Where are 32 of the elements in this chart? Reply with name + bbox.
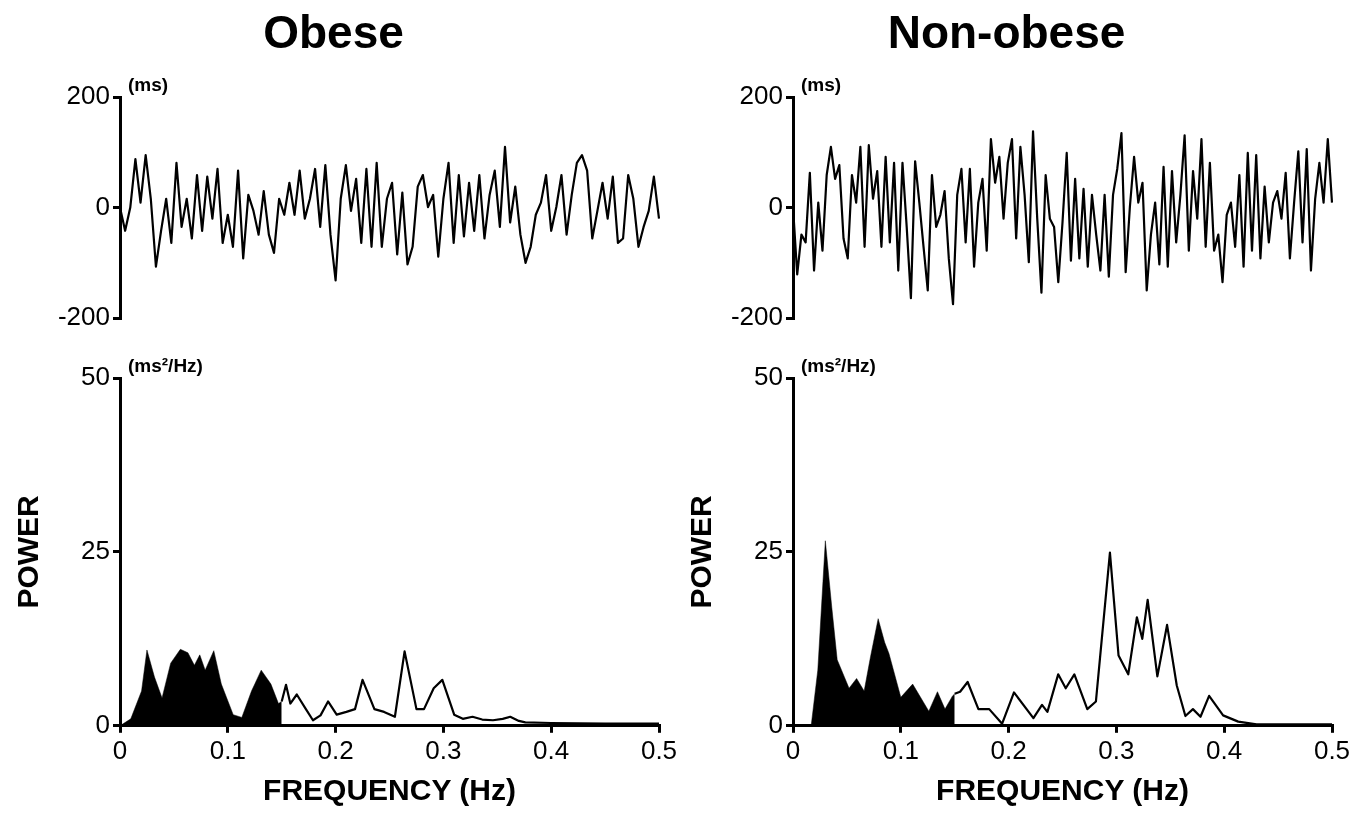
x-tick-label: 0.2 (990, 734, 1027, 765)
text: (ms²/Hz) (128, 354, 203, 376)
y-tick-label: 0 (768, 708, 783, 739)
x-tick-label: 0.3 (425, 734, 462, 765)
x-tick-label: 0.4 (1206, 734, 1243, 765)
text: (ms²/Hz) (801, 354, 876, 376)
y-tick-label: 0 (768, 190, 783, 221)
y-tick-label: -200 (57, 301, 110, 332)
x-axis-title: FREQUENCY (Hz) (936, 773, 1189, 807)
x-tick-label: 0.2 (317, 734, 354, 765)
x-tick-label: 0.3 (1098, 734, 1135, 765)
y-tick-label: 200 (66, 80, 110, 111)
x-tick-label: 0.5 (1313, 734, 1351, 765)
y-tick-label: -200 (730, 301, 783, 332)
y-tick-label: 200 (739, 80, 783, 111)
chart-title: Non-obese (887, 6, 1126, 59)
y-tick-label: 50 (754, 361, 783, 392)
y-tick-label: 25 (754, 535, 783, 566)
x-tick-label: 0.5 (640, 734, 678, 765)
chart-title: Obese (263, 6, 404, 59)
x-tick-label: 0.4 (533, 734, 570, 765)
y-axis-title: POWER (11, 494, 45, 609)
text: (ms) (801, 73, 842, 95)
y-tick-label: 25 (81, 535, 110, 566)
text: (ms) (128, 73, 169, 95)
y-tick-label: 0 (95, 190, 110, 221)
y-tick-label: 0 (95, 708, 110, 739)
y-tick-label: 50 (81, 361, 110, 392)
x-tick-label: 0.1 (882, 734, 919, 765)
y-axis-title: POWER (684, 494, 718, 609)
x-tick-label: 0.1 (209, 734, 246, 765)
x-axis-title: FREQUENCY (Hz) (263, 773, 516, 807)
